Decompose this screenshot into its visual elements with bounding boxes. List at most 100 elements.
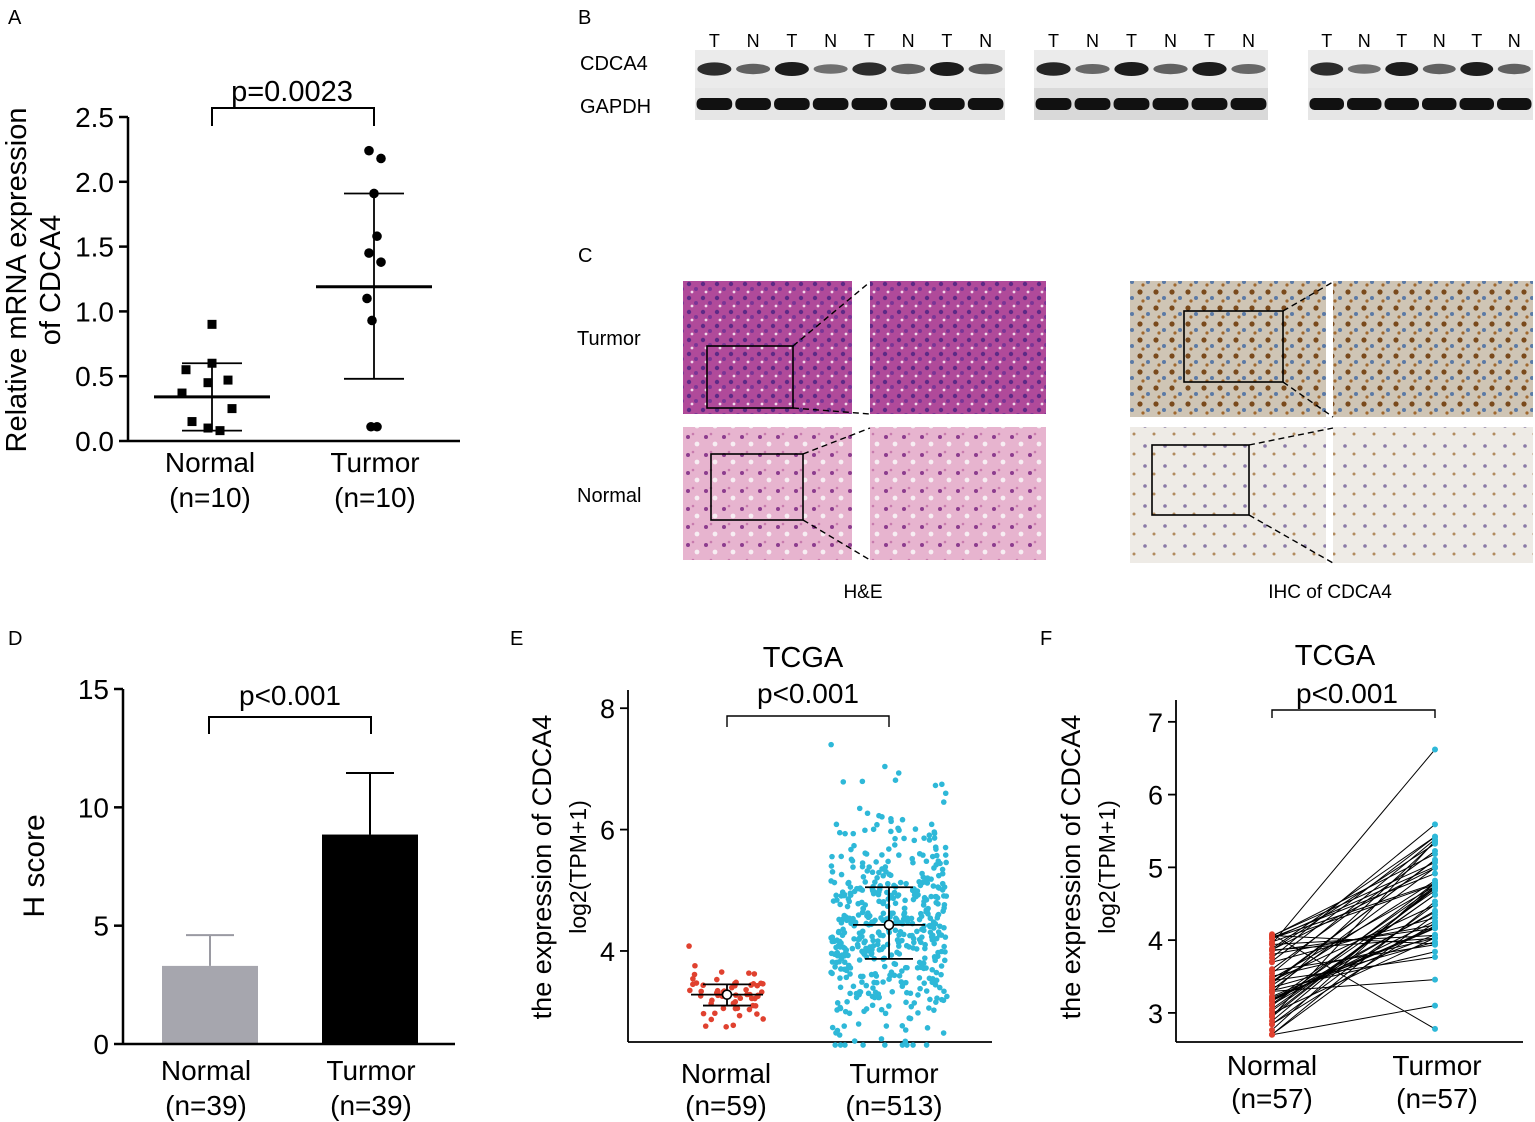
panel-e-xlabel-normal: Normal	[681, 1058, 771, 1089]
panel-e-point-tumor	[943, 859, 949, 866]
ihc-normal-zoom-line-top	[1248, 427, 1334, 446]
panel-e-point-normal	[692, 962, 698, 969]
panel-e-point-tumor	[876, 869, 882, 876]
panel-a-point-tumor	[364, 248, 374, 258]
panel-e-point-tumor	[910, 1042, 916, 1048]
panel-d-xlabel-tumor-n: (n=39)	[330, 1090, 412, 1121]
panel-e-point-tumor	[921, 835, 927, 841]
panel-e-point-tumor	[899, 968, 905, 974]
panel-e-point-tumor	[838, 853, 845, 860]
panel-f-ytick-label: 4	[1148, 926, 1163, 956]
panel-e-point-tumor	[847, 971, 853, 977]
panel-f-pair-line	[1271, 937, 1436, 951]
panel-e-ylabel-line2: log2(TPM+1)	[565, 800, 591, 934]
panel-f-pair-line	[1271, 956, 1436, 982]
panel-e-point-tumor	[910, 859, 916, 866]
panel-f-point-tumor	[1432, 821, 1438, 828]
panel-e-point-tumor	[865, 914, 872, 921]
panel-f-pair-line	[1271, 859, 1436, 984]
panel-e-point-tumor	[942, 844, 949, 851]
panel-a-point-tumor	[364, 145, 374, 156]
panel-d-significance-bracket	[208, 716, 372, 734]
panel-e-point-tumor	[859, 863, 866, 870]
panel-a-point-normal	[181, 365, 191, 375]
histology-row-tumor: Turmor	[577, 328, 641, 350]
panel-letter-d: D	[8, 628, 22, 650]
panel-e-point-tumor	[828, 863, 835, 869]
panel-e-point-tumor	[847, 990, 853, 997]
panel-e-point-normal	[702, 1023, 709, 1029]
panel-e-point-tumor	[941, 905, 947, 911]
panel-f-point-normal	[1269, 980, 1275, 987]
panel-e-point-normal	[691, 971, 698, 978]
panel-e-point-normal	[690, 981, 696, 988]
blot-lane-label: T	[1126, 31, 1137, 51]
panel-e-point-tumor	[901, 914, 908, 921]
panel-a-ylabel-line2: of CDCA4	[35, 215, 67, 346]
panel-e-point-tumor	[891, 960, 898, 967]
blot-gapdh-membrane	[1308, 88, 1533, 120]
blot-band-gapdh	[1422, 98, 1457, 110]
panel-e-point-tumor	[892, 927, 899, 934]
blot-band-cdca4	[1036, 62, 1071, 76]
panel-f-pair-line	[1271, 934, 1436, 999]
blot-band-gapdh	[1497, 98, 1532, 110]
stain-label-ihc: IHC of CDCA4	[1268, 582, 1392, 603]
panel-e-point-tumor	[841, 959, 848, 966]
panel-e-point-tumor	[898, 979, 905, 985]
panel-e-point-tumor	[941, 957, 948, 964]
panel-e-point-tumor	[919, 934, 925, 940]
panel-e-point-tumor	[872, 879, 878, 885]
panel-a-xlabel-tumor-n: (n=10)	[334, 482, 416, 513]
panel-a-axes: 0.0 0.5 1.0 1.5 2.0 2.5	[75, 102, 460, 457]
panel-e-point-tumor	[842, 1042, 848, 1048]
panel-e-point-tumor	[838, 919, 845, 926]
panel-e-point-normal	[708, 1016, 715, 1023]
blot-lane-label: T	[1204, 31, 1215, 51]
panel-e-point-normal	[720, 1005, 727, 1012]
panel-e-point-tumor	[853, 994, 860, 1001]
panel-e-point-normal	[743, 986, 749, 993]
panel-e-point-tumor	[838, 955, 845, 962]
panel-e-point-tumor	[923, 858, 930, 865]
panel-e-point-tumor	[935, 912, 941, 919]
panel-e-point-tumor	[903, 880, 909, 887]
panel-a-ytick-label: 2.5	[75, 102, 114, 133]
panel-e-point-tumor	[908, 915, 915, 922]
panel-e-point-tumor	[934, 852, 940, 859]
panel-e-point-tumor	[878, 915, 884, 921]
panel-e-point-tumor	[890, 910, 896, 916]
panel-e-point-tumor	[930, 925, 937, 931]
panel-f-point-normal	[1269, 941, 1275, 948]
he-normal-zoom-line-bottom	[802, 519, 871, 561]
panel-e-point-tumor	[859, 887, 866, 893]
panel-e-point-tumor	[914, 928, 920, 935]
panel-f-point-normal	[1269, 994, 1275, 1001]
panel-e-point-tumor	[936, 984, 943, 991]
stain-label-he: H&E	[843, 582, 882, 603]
blot-cdca4-membrane	[1308, 50, 1533, 88]
blot-band-cdca4	[968, 63, 1003, 75]
panel-e-point-tumor	[838, 966, 844, 972]
panel-e-point-tumor	[829, 853, 835, 860]
panel-e-point-tumor	[912, 826, 919, 832]
panel-f-point-tumor	[1432, 870, 1438, 877]
panel-e-point-tumor	[892, 900, 899, 907]
blot-band-cdca4	[1310, 62, 1344, 76]
panel-e-point-tumor	[899, 983, 906, 990]
panel-e-point-tumor	[879, 814, 885, 820]
panel-letter-c: C	[578, 245, 592, 267]
panel-e-point-tumor	[844, 999, 850, 1005]
panel-e-point-tumor	[901, 835, 907, 842]
panel-e-point-tumor	[885, 858, 891, 865]
panel-e-point-tumor	[896, 852, 902, 858]
panel-a-ytick-label: 1.5	[75, 232, 114, 263]
blot-band-gapdh	[1347, 98, 1382, 110]
panel-e-point-tumor	[921, 980, 928, 986]
panel-e-point-normal	[698, 988, 704, 995]
panel-e-point-tumor	[880, 910, 887, 917]
panel-e-point-tumor	[870, 937, 876, 944]
panel-d-xlabel-tumor: Turmor	[326, 1055, 415, 1086]
panel-e-point-tumor	[856, 805, 863, 812]
panel-a-point-normal	[187, 417, 197, 427]
